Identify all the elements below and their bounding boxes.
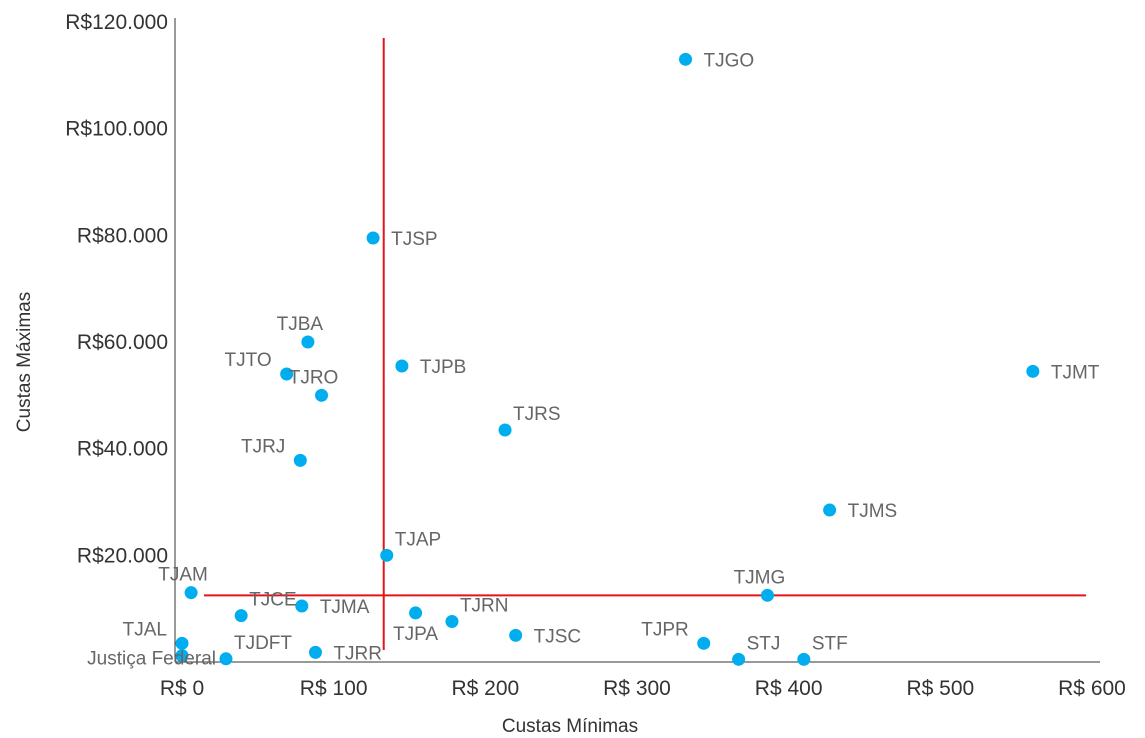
x-tick-label: R$ 300 <box>603 677 671 700</box>
y-tick-label: R$40.000 <box>77 438 168 461</box>
data-point <box>697 636 711 650</box>
data-point <box>395 359 409 373</box>
data-point <box>175 649 189 663</box>
data-point <box>498 423 512 437</box>
point-label: TJCE <box>249 590 297 611</box>
x-axis-title: Custas Mínimas <box>502 716 638 737</box>
axes <box>174 18 1100 663</box>
point-label: TJMS <box>848 501 898 522</box>
data-point <box>366 231 380 245</box>
data-point <box>679 52 693 66</box>
point-label: TJRN <box>460 595 509 616</box>
point-label: Justiça Federal <box>87 649 216 670</box>
x-tick-labels: R$ 0 R$ 100 R$ 200 R$ 300 R$ 400 R$ 500 R$ 600 <box>160 677 1126 700</box>
point-label: TJAM <box>158 565 208 586</box>
x-tick-label: R$ 500 <box>906 677 974 700</box>
point-label: TJMT <box>1051 362 1100 383</box>
y-tick-labels: R$20.000 R$40.000 R$60.000 R$80.000 R$100.00… <box>65 11 168 567</box>
data-point <box>184 586 198 600</box>
x-tick-label: R$ 400 <box>755 677 823 700</box>
point-label: TJPB <box>420 357 466 378</box>
data-point <box>293 453 307 467</box>
data-point <box>732 652 746 666</box>
reference-lines <box>204 38 1086 650</box>
data-point <box>175 636 189 650</box>
data-point <box>280 367 294 381</box>
data-point <box>760 588 774 602</box>
data-point <box>797 652 811 666</box>
point-label: TJAL <box>123 619 167 640</box>
data-point <box>823 503 837 517</box>
data-point <box>219 652 233 666</box>
y-tick-label: R$80.000 <box>77 224 168 247</box>
data-point <box>380 548 394 562</box>
data-point <box>234 609 248 623</box>
data-point <box>445 614 459 628</box>
y-tick-label: R$60.000 <box>77 331 168 354</box>
y-tick-label: R$20.000 <box>77 544 168 567</box>
point-label: TJTO <box>224 350 271 371</box>
point-label: STJ <box>747 633 781 654</box>
point-label: TJPR <box>641 619 689 640</box>
point-label: STF <box>812 633 848 654</box>
y-tick-label: R$120.000 <box>65 11 168 34</box>
point-label: TJMA <box>320 597 370 618</box>
point-label: TJBA <box>277 314 324 335</box>
point-label: TJRO <box>289 367 339 388</box>
point-label: TJAP <box>395 529 441 550</box>
data-point <box>1026 364 1040 378</box>
point-label: TJSC <box>534 626 582 647</box>
point-label: TJDFT <box>234 633 292 654</box>
y-axis-title: Custas Máximas <box>14 292 35 432</box>
x-tick-label: R$ 200 <box>451 677 519 700</box>
x-tick-label: R$ 600 <box>1058 677 1126 700</box>
data-points <box>175 52 1040 666</box>
x-tick-label: R$ 0 <box>160 677 204 700</box>
point-label: TJMG <box>734 567 786 588</box>
y-tick-label: R$100.000 <box>65 118 168 141</box>
x-tick-label: R$ 100 <box>300 677 368 700</box>
point-label: TJRR <box>333 643 382 664</box>
point-label: TJSP <box>391 229 437 250</box>
point-label: TJPA <box>393 624 438 645</box>
data-point <box>409 606 423 620</box>
data-point <box>301 335 315 349</box>
point-label: TJGO <box>704 50 755 71</box>
data-point <box>315 388 329 402</box>
point-label: TJRS <box>513 404 561 425</box>
data-point <box>509 628 523 642</box>
data-point <box>308 645 322 659</box>
point-labels: TJGO TJSP TJBA TJTO TJPB TJRO TJMT TJRS TJRJ TJMS… <box>87 50 1100 669</box>
point-label: TJRJ <box>241 436 285 457</box>
data-point <box>295 599 309 613</box>
